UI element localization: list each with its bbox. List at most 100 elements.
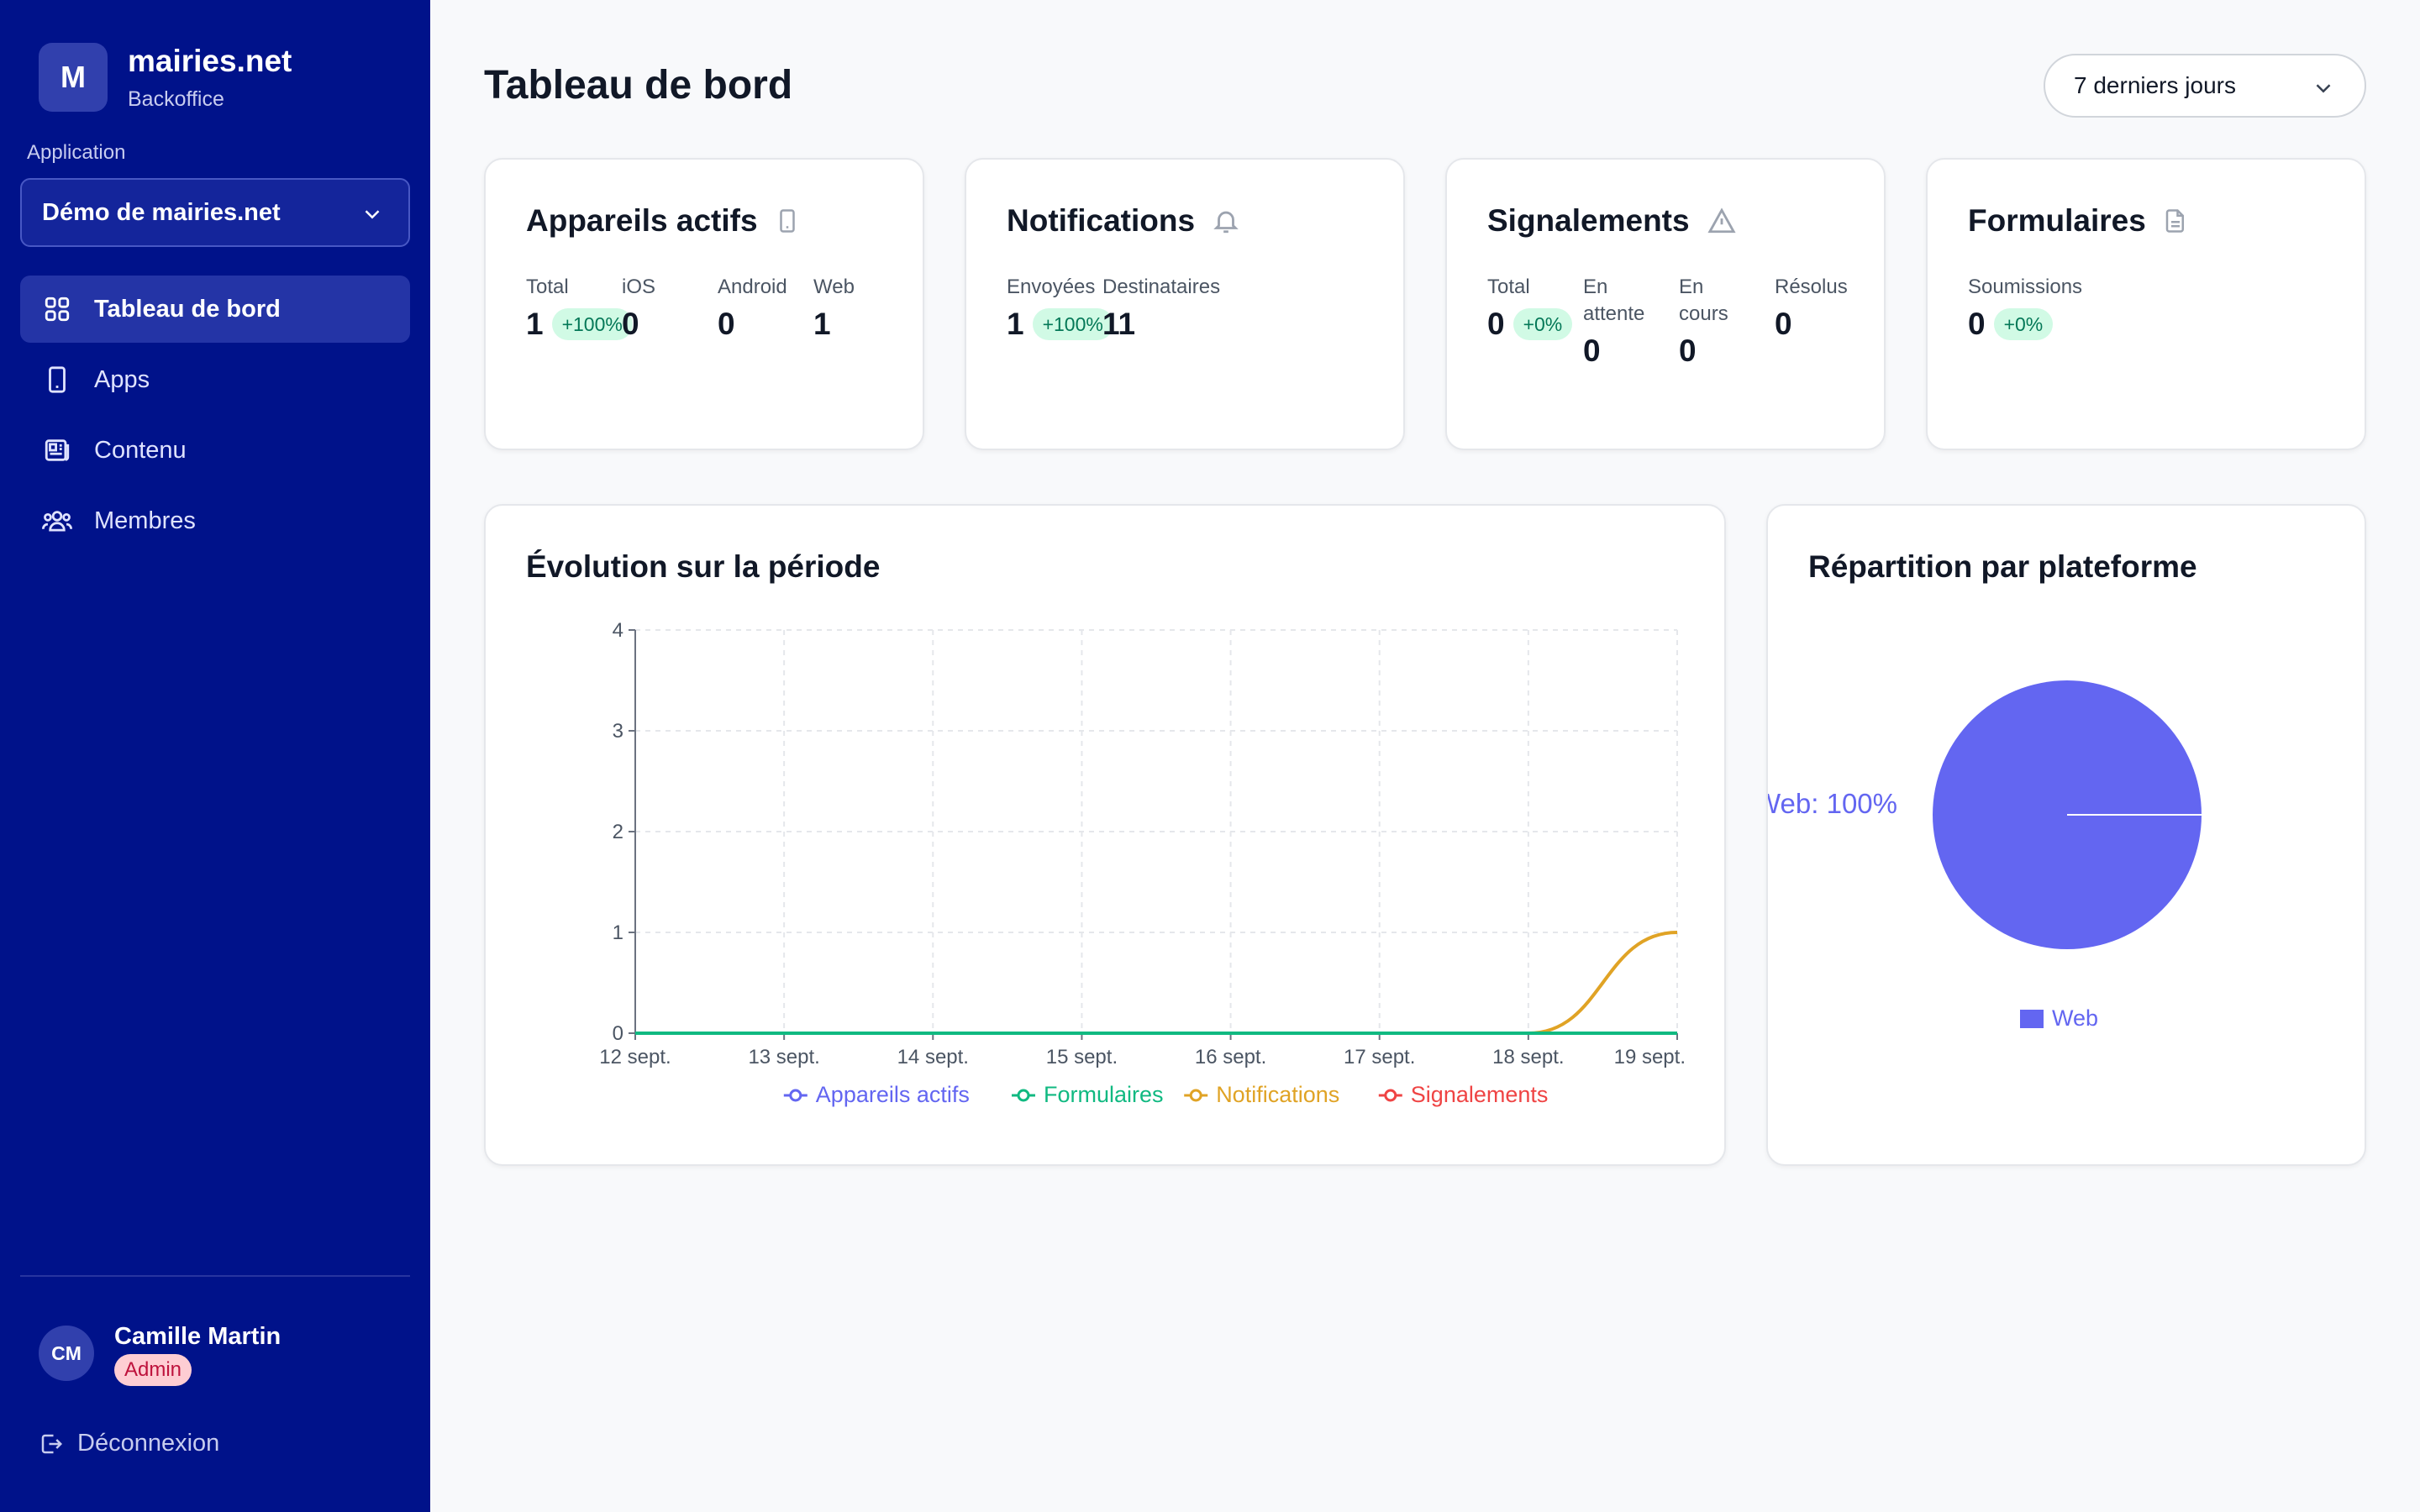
metric-reports-total: Total 0 +0% xyxy=(1487,274,1573,343)
y-tick-label: 4 xyxy=(613,619,623,642)
newspaper-icon xyxy=(42,435,72,465)
application-label: Application xyxy=(27,141,126,164)
x-tick-label: 17 sept. xyxy=(1344,1046,1415,1068)
x-tick-label: 18 sept. xyxy=(1492,1046,1564,1068)
legend-label: Appareils actifs xyxy=(816,1082,970,1107)
metric-value: 0 xyxy=(1968,307,1986,341)
card-title-text: Formulaires xyxy=(1968,203,2146,238)
date-range-value: 7 derniers jours xyxy=(2074,72,2236,98)
y-tick-label: 2 xyxy=(613,821,623,843)
metric-value: 0 xyxy=(1775,307,1792,341)
sidebar-item-content[interactable]: Contenu xyxy=(20,417,410,484)
metric-reports-resolved: Résolus 0 xyxy=(1775,274,1848,343)
forms-card: Formulaires Soumissions 0 +0% xyxy=(1926,158,2366,450)
delta-badge: +0% xyxy=(1993,308,2054,340)
legend-marker xyxy=(789,1089,802,1102)
date-range-select[interactable]: 7 derniers jours xyxy=(2044,54,2366,118)
logout-button[interactable]: Déconnexion xyxy=(39,1430,219,1457)
user-name: Camille Martin xyxy=(114,1323,281,1350)
card-title-text: Notifications xyxy=(1007,203,1196,238)
devices-card: Appareils actifs Total 1 +100% iOS 0 Andr… xyxy=(484,158,924,450)
delta-badge: +100% xyxy=(1032,308,1113,340)
metric-label: Total xyxy=(526,276,569,298)
metric-devices-android: Android 0 xyxy=(718,274,787,343)
metric-value: 11 xyxy=(1102,307,1136,341)
x-tick-label: 14 sept. xyxy=(897,1046,969,1068)
metric-value: 0 xyxy=(1583,333,1601,368)
sidebar-item-members[interactable]: Membres xyxy=(20,487,410,554)
application-select[interactable]: Démo de mairies.net xyxy=(20,178,410,247)
metric-value-row: 1 +100% xyxy=(1007,306,1113,343)
platform-pie-card: Répartition par plateforme Web: 100% Web xyxy=(1766,504,2366,1166)
application-select-value: Démo de mairies.net xyxy=(42,198,281,226)
sidebar-nav: Tableau de bord Apps Contenu Membres xyxy=(20,276,410,558)
pie-slice-label: Web: 100% xyxy=(1768,788,1897,819)
metric-reports-in-progress: En cours 0 xyxy=(1679,274,1754,370)
sidebar-item-dashboard[interactable]: Tableau de bord xyxy=(20,276,410,343)
brand-subtitle: Backoffice xyxy=(128,87,224,111)
metric-label: Total xyxy=(1487,276,1530,298)
brand-logo: M xyxy=(39,43,108,112)
metric-value-row: 1 +100% xyxy=(526,306,633,343)
page-title: Tableau de bord xyxy=(484,63,793,108)
metric-label: iOS xyxy=(622,276,656,298)
evolution-chart-title: Évolution sur la période xyxy=(526,549,881,584)
chevron-down-icon xyxy=(2311,76,2336,107)
sidebar-item-apps[interactable]: Apps xyxy=(20,346,410,413)
metric-reports-pending: En attente 0 xyxy=(1583,274,1667,370)
legend-label: Notifications xyxy=(1216,1082,1339,1107)
legend-label: Web xyxy=(2052,1005,2098,1031)
legend-marker xyxy=(1189,1089,1202,1102)
sidebar: M mairies.net Backoffice Application Dém… xyxy=(0,0,430,1512)
logout-icon xyxy=(39,1431,64,1457)
device-icon xyxy=(775,207,800,235)
metric-value: 1 xyxy=(813,307,831,341)
legend-item: Signalements xyxy=(1378,1082,1549,1107)
metric-label: Soumissions xyxy=(1968,276,2083,298)
delta-badge: +100% xyxy=(551,308,633,340)
delta-badge: +0% xyxy=(1512,308,1573,340)
card-title-text: Signalements xyxy=(1487,203,1690,238)
metric-devices-total: Total 1 +100% xyxy=(526,274,633,343)
evolution-chart-card: Évolution sur la période 0 1 2 3 4 12 sept. 13… xyxy=(484,504,1726,1166)
metric-label: En attente xyxy=(1583,276,1645,325)
warning-icon xyxy=(1707,207,1737,235)
legend-label: Signalements xyxy=(1411,1082,1549,1107)
metric-devices-ios: iOS 0 xyxy=(622,274,655,343)
legend-label: Formulaires xyxy=(1044,1082,1164,1107)
devices-card-title: Appareils actifs xyxy=(526,203,800,239)
metric-value: 0 xyxy=(1679,333,1697,368)
platform-pie-chart: Web: 100% Web xyxy=(1768,680,2202,1031)
metric-forms-submissions: Soumissions 0 +0% xyxy=(1968,274,2082,343)
legend-swatch xyxy=(2020,1010,2044,1028)
forms-card-title: Formulaires xyxy=(1968,203,2188,239)
x-tick-label: 12 sept. xyxy=(599,1046,671,1068)
metric-label: Résolus xyxy=(1775,276,1848,298)
metric-value: 1 xyxy=(526,307,544,341)
metric-value: 0 xyxy=(622,307,639,341)
x-tick-label: 13 sept. xyxy=(748,1046,819,1068)
grid-icon xyxy=(42,294,72,324)
legend-marker xyxy=(1017,1089,1030,1102)
notifications-card-title: Notifications xyxy=(1007,203,1240,239)
logout-label: Déconnexion xyxy=(77,1430,220,1457)
metric-value-row: 0 +0% xyxy=(1968,306,2082,343)
card-title-text: Appareils actifs xyxy=(526,203,758,238)
legend-item: Formulaires xyxy=(1012,1082,1164,1107)
evolution-line-chart: 0 1 2 3 4 12 sept. 13 sept. 14 sept. 15 sept. 16 … xyxy=(599,619,1686,1107)
avatar[interactable]: CM xyxy=(39,1326,94,1381)
role-badge: Admin xyxy=(114,1354,192,1386)
document-icon xyxy=(2163,207,2188,235)
chevron-down-icon xyxy=(360,202,385,234)
sidebar-item-label: Apps xyxy=(94,365,150,393)
metric-value: 0 xyxy=(718,307,735,341)
y-tick-label: 0 xyxy=(613,1022,623,1045)
sidebar-item-label: Tableau de bord xyxy=(94,295,281,323)
x-tick-label: 19 sept. xyxy=(1614,1046,1686,1068)
sidebar-item-label: Contenu xyxy=(94,436,187,464)
sidebar-divider xyxy=(20,1275,410,1277)
y-tick-label: 3 xyxy=(613,720,623,743)
metric-value: 1 xyxy=(1007,307,1024,341)
metric-notifications-sent: Envoyées 1 +100% xyxy=(1007,274,1113,343)
legend-marker xyxy=(1384,1089,1397,1102)
